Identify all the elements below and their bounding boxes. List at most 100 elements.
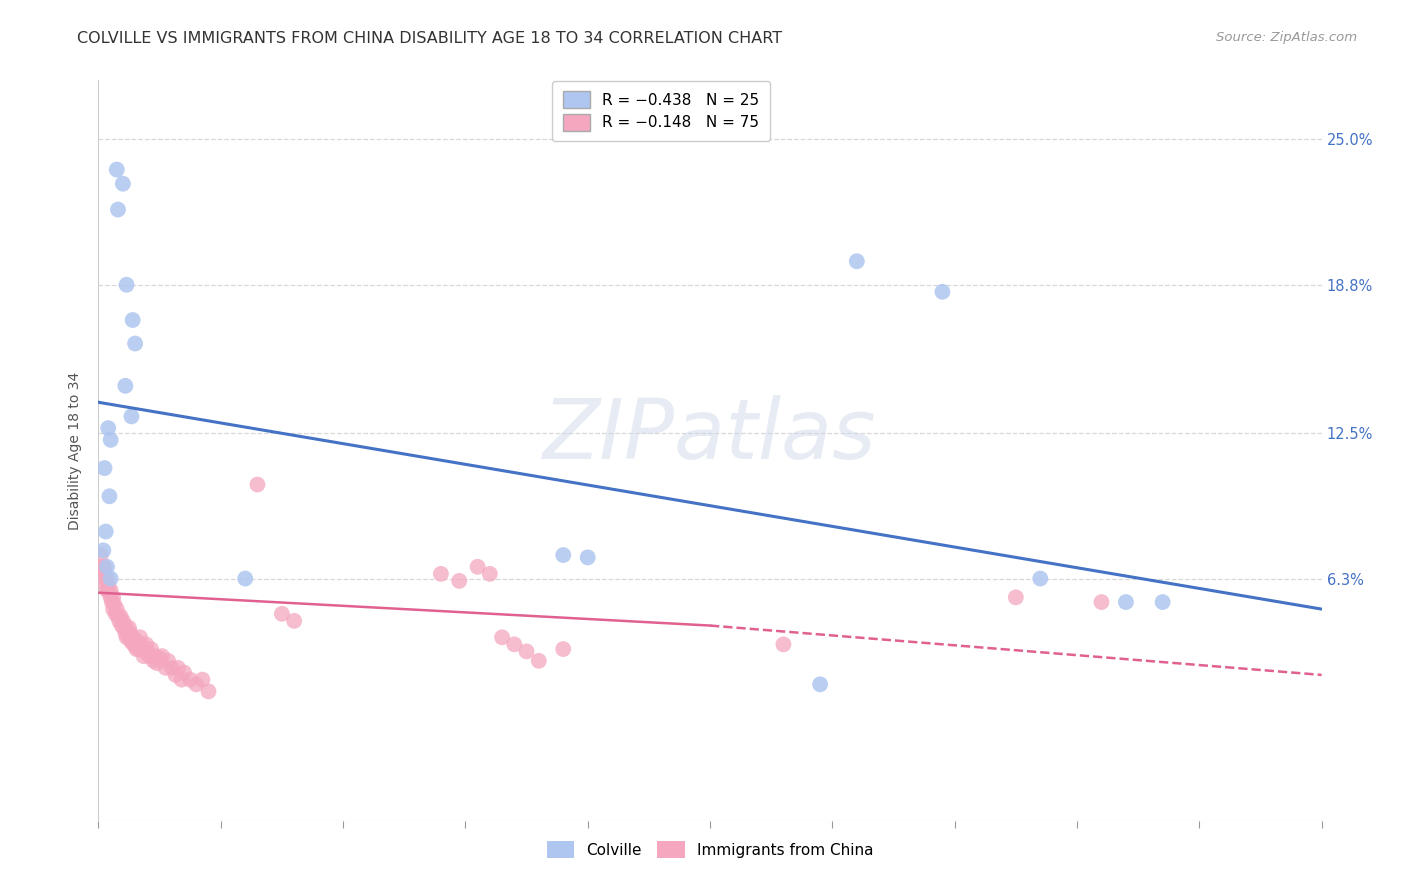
Point [118, 621, 141, 635]
Point [197, 684, 219, 698]
Point [103, 598, 125, 612]
Point [527, 654, 550, 668]
Point [115, 630, 138, 644]
Point [772, 637, 794, 651]
Point [104, 607, 127, 621]
Point [98, 585, 121, 599]
Point [105, 162, 128, 177]
Point [121, 313, 143, 327]
Point [179, 673, 201, 687]
Y-axis label: Disability Age 18 to 34: Disability Age 18 to 34 [69, 371, 83, 530]
Point [467, 559, 489, 574]
Point [503, 637, 526, 651]
Point [96, 583, 118, 598]
Point [107, 609, 129, 624]
Point [93, 461, 115, 475]
Point [155, 661, 177, 675]
Point [845, 254, 868, 268]
Point [94, 524, 117, 539]
Point [110, 609, 132, 624]
Point [134, 644, 156, 658]
Point [101, 591, 124, 605]
Point [96, 559, 118, 574]
Point [125, 642, 148, 657]
Point [121, 630, 143, 644]
Point [1152, 595, 1174, 609]
Point [808, 677, 831, 691]
Point [132, 649, 155, 664]
Point [100, 583, 122, 598]
Point [270, 607, 294, 621]
Point [120, 409, 142, 424]
Point [135, 637, 157, 651]
Point [1115, 595, 1137, 609]
Point [96, 572, 118, 586]
Point [186, 677, 208, 691]
Point [131, 642, 153, 657]
Point [553, 642, 575, 657]
Point [430, 566, 453, 581]
Point [111, 614, 134, 628]
Text: ZIPatlas: ZIPatlas [543, 395, 877, 476]
Point [165, 668, 187, 682]
Point [100, 572, 122, 586]
Point [553, 548, 575, 562]
Point [478, 566, 501, 581]
Point [122, 637, 145, 651]
Point [91, 559, 114, 574]
Point [931, 285, 953, 299]
Point [114, 625, 136, 640]
Point [91, 543, 114, 558]
Point [120, 625, 142, 640]
Point [233, 572, 256, 586]
Point [157, 654, 180, 668]
Point [100, 433, 122, 447]
Point [136, 644, 159, 658]
Point [167, 661, 190, 675]
Point [127, 637, 149, 651]
Point [97, 579, 120, 593]
Point [124, 632, 146, 647]
Point [491, 630, 513, 644]
Point [449, 574, 471, 588]
Point [173, 665, 195, 680]
Point [1029, 572, 1052, 586]
Point [118, 630, 141, 644]
Point [143, 649, 166, 664]
Point [515, 644, 537, 658]
Point [120, 635, 142, 649]
Point [107, 202, 129, 217]
Point [98, 489, 121, 503]
Point [170, 673, 193, 687]
Text: COLVILLE VS IMMIGRANTS FROM CHINA DISABILITY AGE 18 TO 34 CORRELATION CHART: COLVILLE VS IMMIGRANTS FROM CHINA DISABI… [77, 31, 783, 46]
Point [191, 673, 214, 687]
Point [93, 572, 115, 586]
Point [101, 602, 124, 616]
Legend: Colville, Immigrants from China: Colville, Immigrants from China [536, 830, 884, 869]
Point [97, 421, 120, 435]
Point [90, 548, 112, 562]
Point [139, 649, 162, 664]
Point [150, 649, 173, 664]
Point [129, 637, 152, 651]
Point [1004, 591, 1026, 605]
Point [101, 595, 124, 609]
Point [105, 602, 128, 616]
Point [108, 614, 131, 628]
Point [94, 579, 117, 593]
Point [114, 379, 136, 393]
Point [91, 565, 114, 579]
Point [142, 654, 165, 668]
Text: Source: ZipAtlas.com: Source: ZipAtlas.com [1216, 31, 1357, 45]
Point [112, 621, 135, 635]
Point [139, 642, 162, 657]
Point [111, 177, 134, 191]
Point [129, 630, 152, 644]
Point [146, 656, 169, 670]
Point [128, 642, 150, 657]
Point [93, 559, 115, 574]
Point [124, 336, 146, 351]
Point [160, 661, 183, 675]
Point [149, 651, 172, 665]
Point [283, 614, 305, 628]
